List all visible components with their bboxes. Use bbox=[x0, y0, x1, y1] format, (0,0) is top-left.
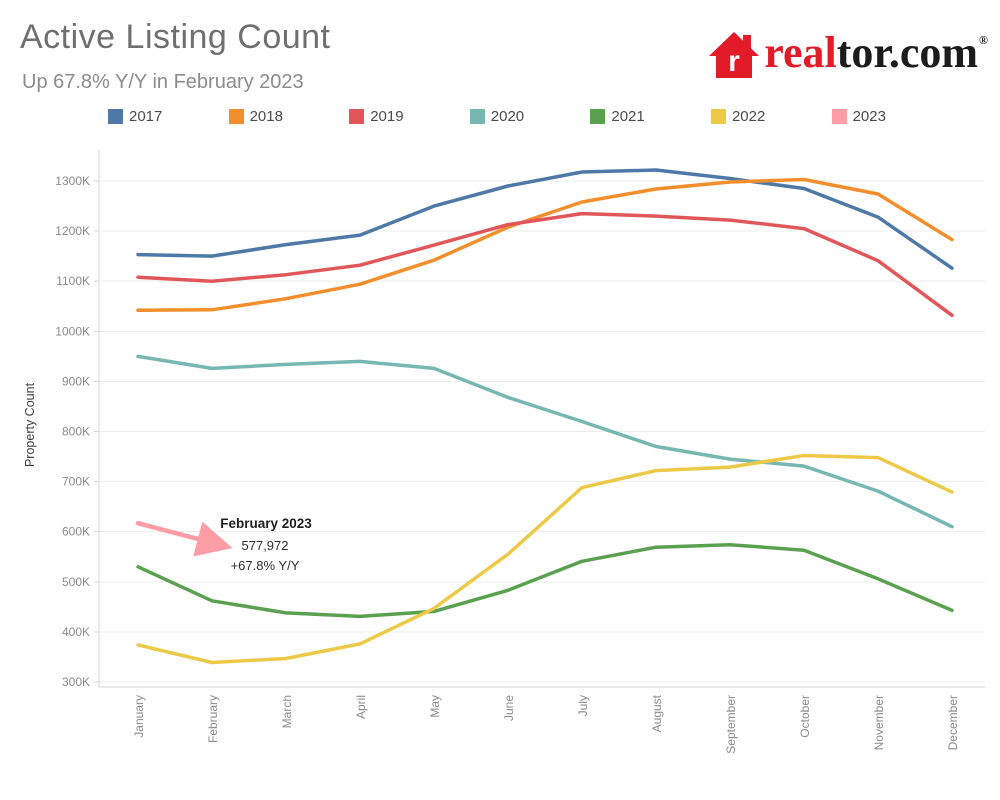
legend-swatch-2021 bbox=[590, 109, 606, 124]
legend-item-2023[interactable]: 2023 bbox=[831, 108, 886, 125]
y-tick-label: 900K bbox=[62, 374, 90, 388]
x-tick-label: October bbox=[798, 695, 812, 738]
annotation-value: 577,972 bbox=[242, 538, 289, 553]
x-tick-label: January bbox=[132, 695, 146, 738]
legend-item-2022[interactable]: 2022 bbox=[710, 108, 766, 125]
legend-item-2017[interactable]: 2017 bbox=[108, 108, 162, 125]
legend-swatch-2020 bbox=[469, 109, 485, 124]
x-tick-label: November bbox=[872, 695, 886, 750]
annotation-title: February 2023 bbox=[220, 516, 312, 531]
y-tick-label: 600K bbox=[62, 525, 90, 539]
legend-item-2019[interactable]: 2019 bbox=[349, 108, 404, 125]
y-tick-label: 300K bbox=[62, 675, 90, 689]
series-line-2022[interactable] bbox=[136, 453, 954, 665]
x-tick-label: August bbox=[650, 694, 664, 732]
series-line-2018[interactable] bbox=[136, 177, 954, 313]
realtor-house-icon: r bbox=[709, 32, 760, 78]
y-tick-label: 1000K bbox=[55, 324, 90, 338]
legend-swatch-2017 bbox=[108, 109, 123, 124]
page-title: Active Listing Count bbox=[20, 18, 331, 56]
logo-text-tor-com: tor.com bbox=[836, 28, 979, 77]
logo-trademark: ® bbox=[979, 33, 988, 47]
x-tick-label: February bbox=[206, 695, 220, 743]
x-tick-label: June bbox=[502, 695, 516, 721]
y-axis-title: Property Count bbox=[23, 382, 37, 467]
x-tick-label: December bbox=[946, 695, 960, 750]
legend-label: 2017 bbox=[129, 108, 163, 125]
x-tick-label: September bbox=[724, 695, 738, 754]
legend-swatch-2022 bbox=[710, 109, 726, 124]
x-tick-label: May bbox=[428, 695, 442, 718]
realtor-logo: r real tor.com ® bbox=[709, 31, 988, 78]
y-tick-label: 500K bbox=[62, 575, 90, 589]
svg-text:r: r bbox=[728, 45, 740, 78]
legend-label: 2021 bbox=[611, 108, 645, 125]
legend-label: 2023 bbox=[852, 108, 886, 125]
legend-item-2018[interactable]: 2018 bbox=[228, 108, 283, 125]
page-subtitle: Up 67.8% Y/Y in February 2023 bbox=[22, 71, 304, 93]
series-line-2020[interactable] bbox=[136, 354, 954, 529]
legend-label: 2018 bbox=[249, 108, 283, 125]
legend-item-2020[interactable]: 2020 bbox=[469, 108, 525, 125]
legend-swatch-2019 bbox=[349, 109, 365, 124]
legend-label: 2019 bbox=[370, 108, 404, 125]
series-line-2021[interactable] bbox=[136, 542, 954, 619]
legend-label: 2022 bbox=[731, 108, 766, 125]
legend-item-2021[interactable]: 2021 bbox=[590, 108, 645, 125]
y-tick-label: 700K bbox=[62, 475, 90, 489]
y-tick-label: 1300K bbox=[55, 174, 90, 188]
series-line-2017[interactable] bbox=[136, 168, 954, 270]
y-tick-label: 1100K bbox=[56, 274, 90, 288]
legend-label: 2020 bbox=[490, 108, 525, 125]
y-tick-label: 1200K bbox=[55, 224, 90, 238]
x-tick-label: July bbox=[576, 695, 590, 716]
logo-text-real: real bbox=[764, 28, 837, 77]
series-line-2019[interactable] bbox=[136, 211, 954, 318]
legend-swatch-2023 bbox=[831, 109, 847, 124]
series-line-2023[interactable] bbox=[135, 520, 233, 557]
legend-swatch-2018 bbox=[228, 109, 244, 124]
chart-legend: 2017 2018 2019 2020 2021 2022 2023 bbox=[108, 108, 886, 125]
y-tick-label: 400K bbox=[62, 625, 90, 639]
y-tick-label: 800K bbox=[62, 425, 90, 439]
annotation-delta: +67.8% Y/Y bbox=[231, 558, 300, 573]
x-tick-label: April bbox=[354, 695, 368, 719]
x-tick-label: March bbox=[280, 695, 294, 728]
